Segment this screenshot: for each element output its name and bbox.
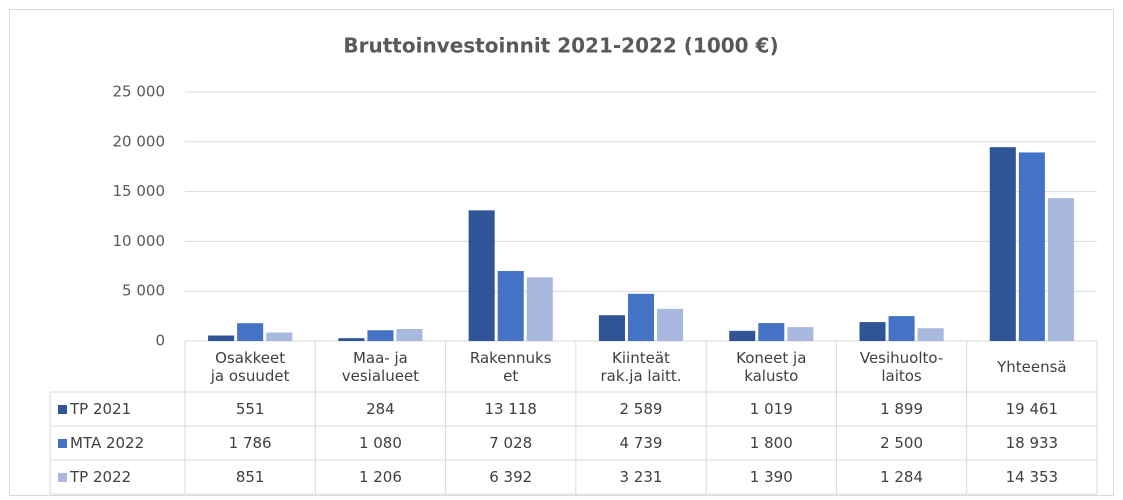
data-label: 14 353 [1005, 468, 1059, 486]
bar [627, 293, 655, 341]
bar [888, 316, 915, 341]
bar [266, 332, 293, 341]
data-label: 1 206 [358, 468, 402, 486]
data-label: 4 739 [619, 434, 663, 452]
data-label: 18 933 [1005, 434, 1059, 452]
chart-title: Bruttoinvestoinnit 2021-2022 (1000 €) [343, 34, 778, 58]
data-label: 551 [235, 400, 265, 418]
x-tick-label: Maa- ja vesialueet [341, 348, 420, 385]
bar [917, 328, 944, 341]
legend-label: TP 2021 [70, 400, 132, 418]
bar [1018, 152, 1045, 341]
x-tick-label: Vesihuolto- laitos [859, 348, 944, 385]
data-label: 851 [235, 468, 265, 486]
bar [338, 338, 365, 341]
y-tick-label: 5 000 [122, 282, 165, 300]
data-label: 2 500 [880, 434, 924, 452]
bar [729, 330, 756, 341]
legend-key [58, 404, 67, 414]
data-label: 6 392 [489, 468, 533, 486]
y-tick-label: 20 000 [113, 132, 166, 150]
bar [367, 330, 394, 341]
y-tick-label: 10 000 [113, 232, 166, 250]
data-label: 3 231 [619, 468, 663, 486]
data-label: 1 390 [749, 468, 793, 486]
data-label: 1 080 [358, 434, 402, 452]
bar [237, 323, 264, 341]
data-label: 13 118 [484, 400, 537, 418]
legend-key [58, 472, 67, 482]
bar [598, 315, 625, 341]
x-tick-label: Osakkeet ja osuudet [210, 348, 290, 385]
x-tick-label: Koneet ja kalusto [736, 348, 807, 385]
y-tick-label: 25 000 [113, 83, 166, 101]
y-tick-label: 15 000 [113, 182, 166, 200]
bar [657, 308, 684, 341]
y-tick-label: 0 [155, 332, 165, 350]
bar [468, 210, 495, 341]
bar [497, 271, 524, 341]
legend-item: MTA 2022 [58, 426, 144, 460]
chart-frame [9, 9, 1114, 496]
data-label: 2 589 [619, 400, 663, 418]
bar [208, 335, 235, 341]
legend-item: TP 2021 [58, 392, 131, 426]
data-label: 284 [366, 400, 395, 418]
bar [526, 277, 553, 341]
data-label: 1 019 [749, 400, 793, 418]
legend-label: TP 2022 [70, 468, 132, 486]
bar [787, 327, 814, 341]
bar [859, 322, 886, 341]
data-label: 7 028 [489, 434, 533, 452]
x-tick-label: Yhteensä [997, 357, 1067, 376]
x-tick-label: Rakennuks et [469, 348, 552, 385]
bar [758, 323, 785, 341]
data-label: 1 800 [749, 434, 793, 452]
legend-item: TP 2022 [58, 460, 131, 494]
bar [396, 328, 423, 341]
legend-key [58, 438, 67, 448]
legend-label: MTA 2022 [70, 434, 145, 452]
x-tick-label: Kiinteät rak.ja laitt. [600, 348, 682, 385]
data-label: 19 461 [1005, 400, 1059, 418]
data-label: 1 786 [228, 434, 272, 452]
bar [1047, 198, 1074, 341]
data-label: 1 284 [880, 468, 924, 486]
data-label: 1 899 [880, 400, 924, 418]
bar [989, 147, 1016, 341]
